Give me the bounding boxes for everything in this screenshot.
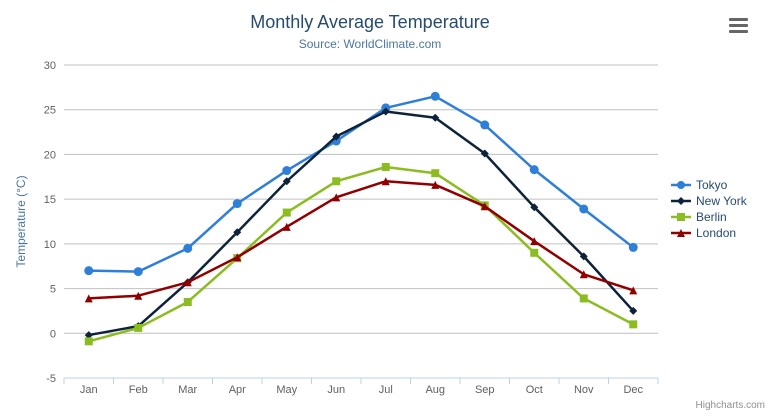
data-point-marker[interactable] [282,166,292,176]
legend-label: New York [696,194,747,208]
x-axis-label: Jul [379,384,393,396]
chart-subtitle: Source: WorldClimate.com [298,37,442,51]
data-point-marker[interactable] [677,213,685,221]
data-point-marker[interactable] [84,337,93,346]
data-point-marker[interactable] [629,306,638,315]
data-point-marker[interactable] [134,323,143,332]
data-point-marker[interactable] [530,248,539,257]
data-point-marker[interactable] [332,193,341,202]
data-point-marker[interactable] [431,113,440,122]
legend-item-london[interactable]: London [671,225,747,241]
legend-item-tokyo[interactable]: Tokyo [671,177,747,193]
data-point-marker[interactable] [530,203,539,212]
series-new-york[interactable] [84,107,638,340]
triangle-marker-icon [671,229,691,237]
diamond-marker-icon [671,197,691,205]
legend-label: Berlin [696,210,727,224]
y-axis-label: 0 [50,328,56,340]
data-point-marker[interactable] [233,253,242,262]
data-point-marker[interactable] [84,266,94,276]
series-london[interactable] [84,177,638,303]
y-axis-label: 5 [50,284,56,296]
data-point-marker[interactable] [84,331,93,340]
data-point-marker[interactable] [381,107,390,116]
series-line [88,95,635,273]
legend-label: Tokyo [696,178,728,192]
legend-label: London [696,226,737,240]
series-line [88,110,635,337]
export-menu-button[interactable] [729,18,748,33]
series-tokyo[interactable] [84,91,638,277]
x-axis-label: Sep [475,384,495,396]
circle-marker-icon [671,181,691,189]
y-axis-label: 30 [44,60,56,72]
data-point-marker[interactable] [84,294,93,303]
x-axis-label: Apr [229,384,246,396]
data-point-marker[interactable] [133,267,143,277]
legend-item-new-york[interactable]: New York [671,193,747,209]
data-point-marker[interactable] [183,278,192,287]
data-point-marker[interactable] [480,149,489,158]
data-point-marker[interactable] [381,177,390,186]
data-point-marker[interactable] [677,181,685,189]
data-point-marker[interactable] [677,197,685,205]
hamburger-icon [729,30,748,33]
x-axis-label: Aug [425,384,445,396]
data-point-marker[interactable] [529,165,539,175]
legend-item-berlin[interactable]: Berlin [671,209,747,225]
hamburger-icon [729,18,748,21]
data-point-marker[interactable] [530,237,539,246]
chart-title: Monthly Average Temperature [250,12,490,32]
x-axis-label: Nov [574,384,594,396]
data-point-marker[interactable] [629,286,638,295]
data-point-marker[interactable] [282,208,291,217]
data-point-marker[interactable] [183,297,192,306]
data-point-marker[interactable] [430,91,440,101]
data-point-marker[interactable] [579,204,589,214]
data-point-marker[interactable] [233,228,242,237]
y-axis-label: 10 [44,239,56,251]
legend: Tokyo New York Berlin London [671,177,747,241]
y-axis-label: 15 [44,194,56,206]
data-point-marker[interactable] [282,177,291,186]
data-point-marker[interactable] [332,132,341,141]
x-axis-label: Mar [178,384,197,396]
data-point-marker[interactable] [579,252,588,261]
data-point-marker[interactable] [480,202,489,211]
data-point-marker[interactable] [480,120,490,130]
y-axis-label: 20 [44,149,56,161]
credits-link[interactable]: Highcharts.com [695,400,765,411]
series-line [88,165,634,343]
x-axis-label: Jun [327,384,345,396]
x-axis-label: Dec [623,384,643,396]
x-axis-label: Oct [526,384,543,396]
hamburger-icon [729,24,748,27]
data-point-marker[interactable] [629,320,638,329]
data-point-marker[interactable] [579,294,588,303]
data-point-marker[interactable] [232,199,242,209]
data-point-marker[interactable] [431,180,440,189]
data-point-marker[interactable] [628,242,638,252]
data-point-marker[interactable] [677,229,685,237]
data-point-marker[interactable] [332,177,341,186]
x-axis-label: Feb [129,384,148,396]
y-axis-label: 25 [44,105,56,117]
x-axis-label: May [276,384,297,396]
data-point-marker[interactable] [183,243,193,253]
data-point-marker[interactable] [134,291,143,300]
series-line [88,180,634,300]
data-point-marker[interactable] [579,270,588,279]
y-axis-title: Temperature (°C) [14,175,28,267]
data-point-marker[interactable] [381,162,390,171]
y-axis-label: -5 [46,373,56,385]
data-point-marker[interactable] [431,169,440,178]
data-point-marker[interactable] [282,222,291,231]
x-axis-label: Jan [80,384,98,396]
square-marker-icon [671,213,691,221]
